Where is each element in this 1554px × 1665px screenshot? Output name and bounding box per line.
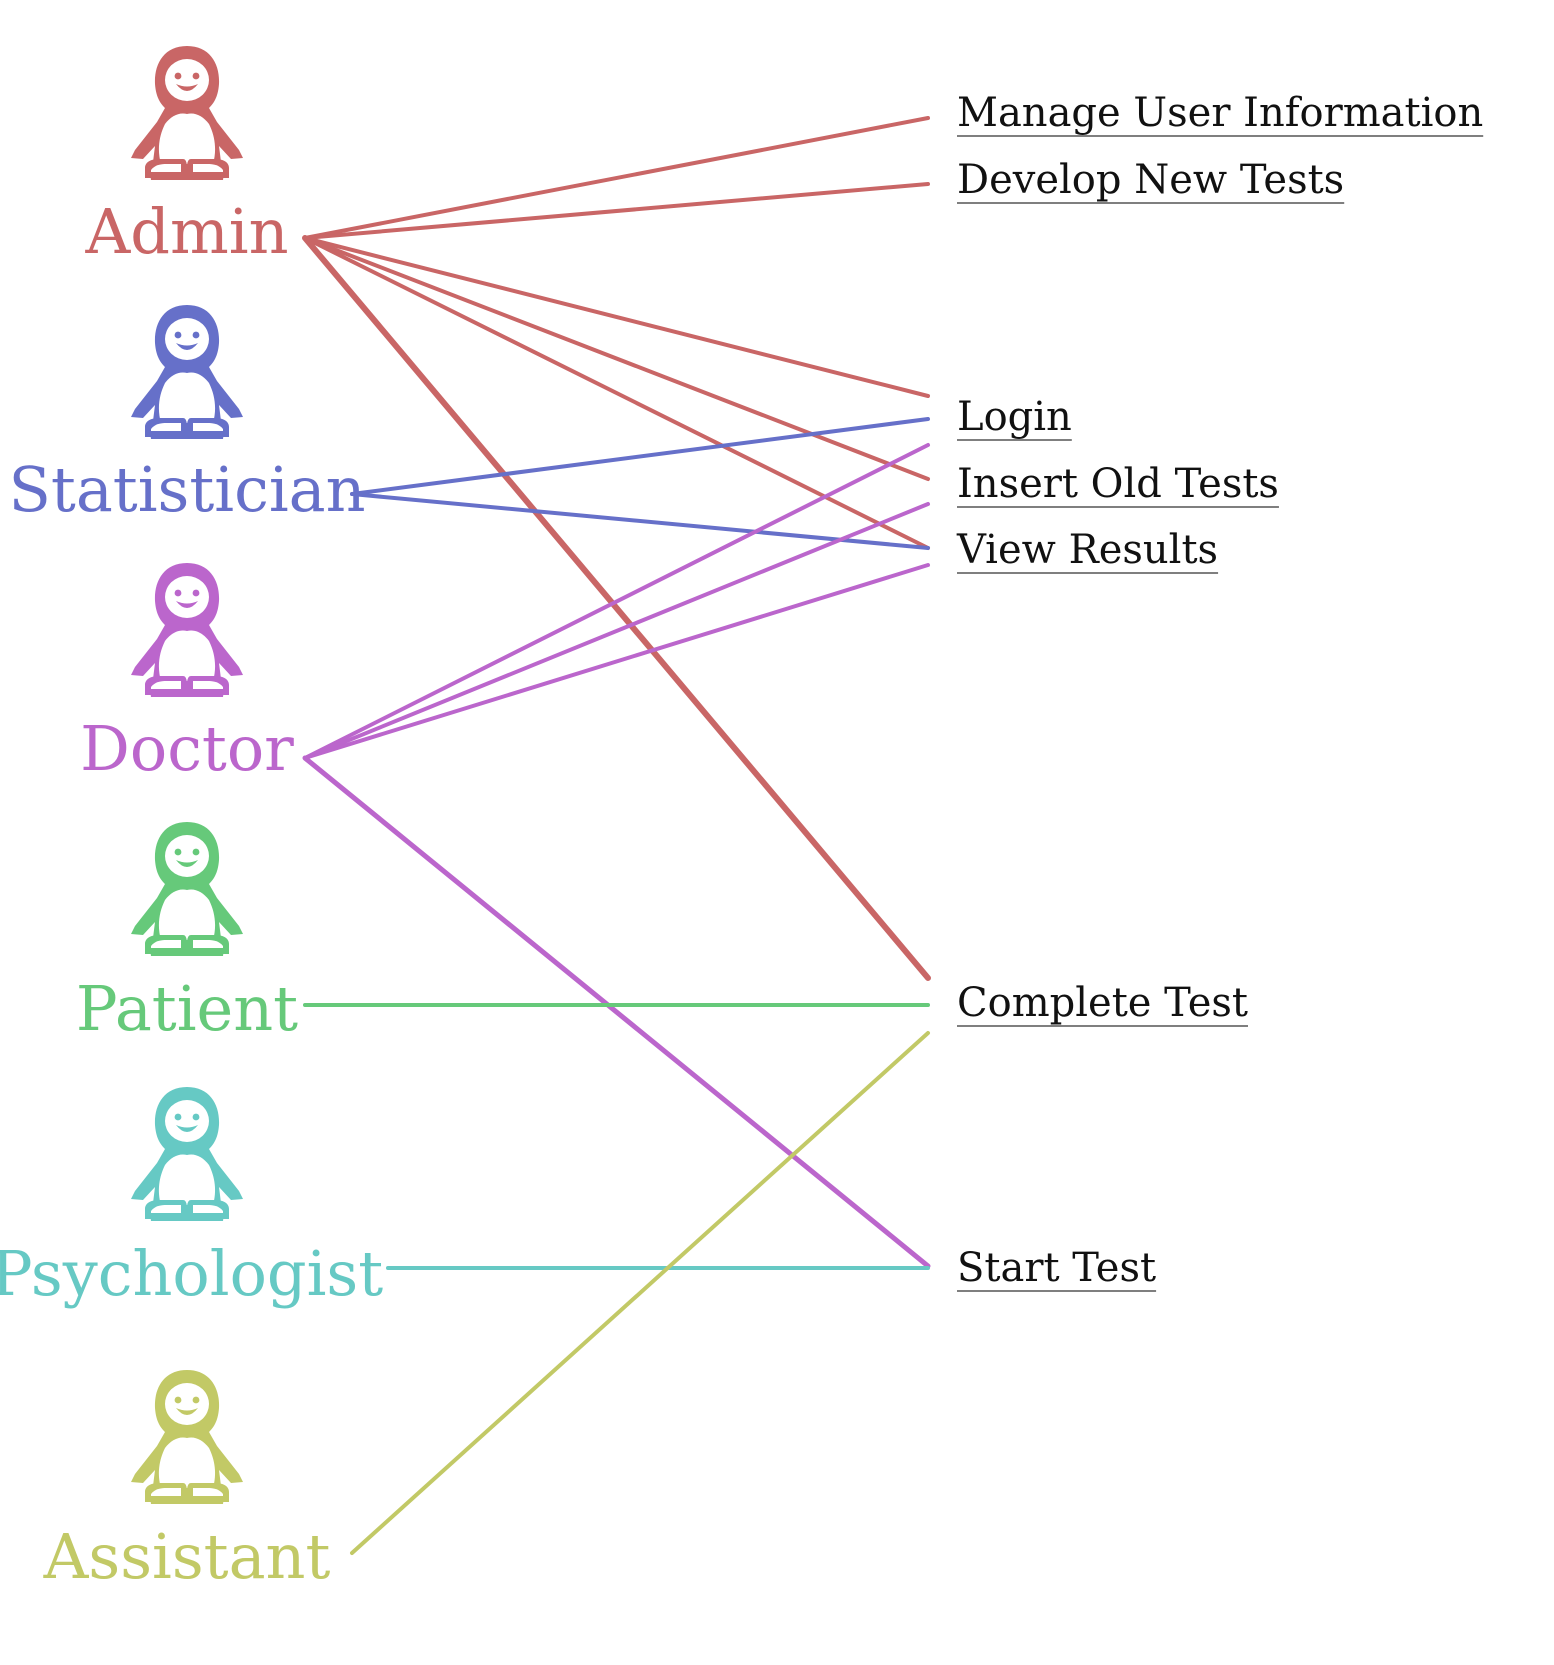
use-case-label-manage-user-information: Manage User Information: [957, 90, 1483, 136]
connector-admin-to-develop-new-tests: [303, 182, 930, 240]
connector-doctor-to-login: [303, 443, 930, 760]
actor-assistant: Assistant: [43, 1370, 331, 1593]
actor-label-admin: Admin: [84, 195, 288, 268]
penguin-icon: [131, 822, 243, 956]
actor-layer: Admin Statistician Doctor Patient Psychologi…: [0, 46, 383, 1593]
use-case-login: Login: [957, 394, 1072, 441]
penguin-icon: [131, 1370, 243, 1504]
actor-statistician: Statistician: [8, 305, 366, 526]
use-case-view-results: View Results: [956, 527, 1219, 574]
use-case-start-test: Start Test: [957, 1245, 1157, 1292]
actor-label-psychologist: Psychologist: [0, 1237, 383, 1310]
actor-psychologist: Psychologist: [0, 1087, 383, 1310]
actor-patient: Patient: [76, 822, 298, 1045]
penguin-icon: [131, 305, 243, 439]
use-case-manage-user-information: Manage User Information: [957, 90, 1484, 137]
connector-admin-to-view-results: [303, 236, 930, 550]
use-case-label-develop-new-tests: Develop New Tests: [957, 157, 1344, 203]
connector-doctor-to-insert-old-tests: [303, 502, 930, 760]
use-case-complete-test: Complete Test: [957, 980, 1248, 1027]
connector-assistant-to-complete-test: [350, 1031, 930, 1555]
actor-admin: Admin: [84, 46, 289, 268]
use-case-label-start-test: Start Test: [957, 1245, 1156, 1291]
connector-doctor-to-start-test: [302, 755, 931, 1269]
penguin-icon: [131, 1087, 243, 1221]
actor-label-statistician: Statistician: [8, 453, 365, 526]
use-case-label-insert-old-tests: Insert Old Tests: [957, 461, 1279, 507]
actor-doctor: Doctor: [80, 563, 294, 785]
connector-admin-to-login: [303, 236, 930, 398]
use-case-label-complete-test: Complete Test: [957, 980, 1248, 1026]
use-case-label-view-results: View Results: [956, 527, 1218, 573]
actor-label-assistant: Assistant: [43, 1520, 331, 1593]
connector-admin-to-complete-test: [302, 235, 931, 981]
connector-layer: [302, 116, 931, 1555]
actor-label-doctor: Doctor: [80, 712, 294, 785]
connector-doctor-to-view-results: [303, 563, 930, 760]
use-case-layer: Manage User Information Develop New Tests…: [956, 90, 1484, 1292]
connector-admin-to-manage-user-information: [303, 116, 930, 240]
penguin-icon: [131, 46, 243, 180]
use-case-develop-new-tests: Develop New Tests: [957, 157, 1345, 204]
actor-label-patient: Patient: [76, 972, 298, 1045]
use-case-label-login: Login: [957, 394, 1072, 440]
use-case-insert-old-tests: Insert Old Tests: [957, 461, 1279, 508]
connector-admin-to-insert-old-tests: [303, 236, 930, 481]
penguin-icon: [131, 563, 243, 697]
connector-statistician-to-login: [350, 417, 930, 496]
connector-statistician-to-view-results: [350, 492, 930, 550]
